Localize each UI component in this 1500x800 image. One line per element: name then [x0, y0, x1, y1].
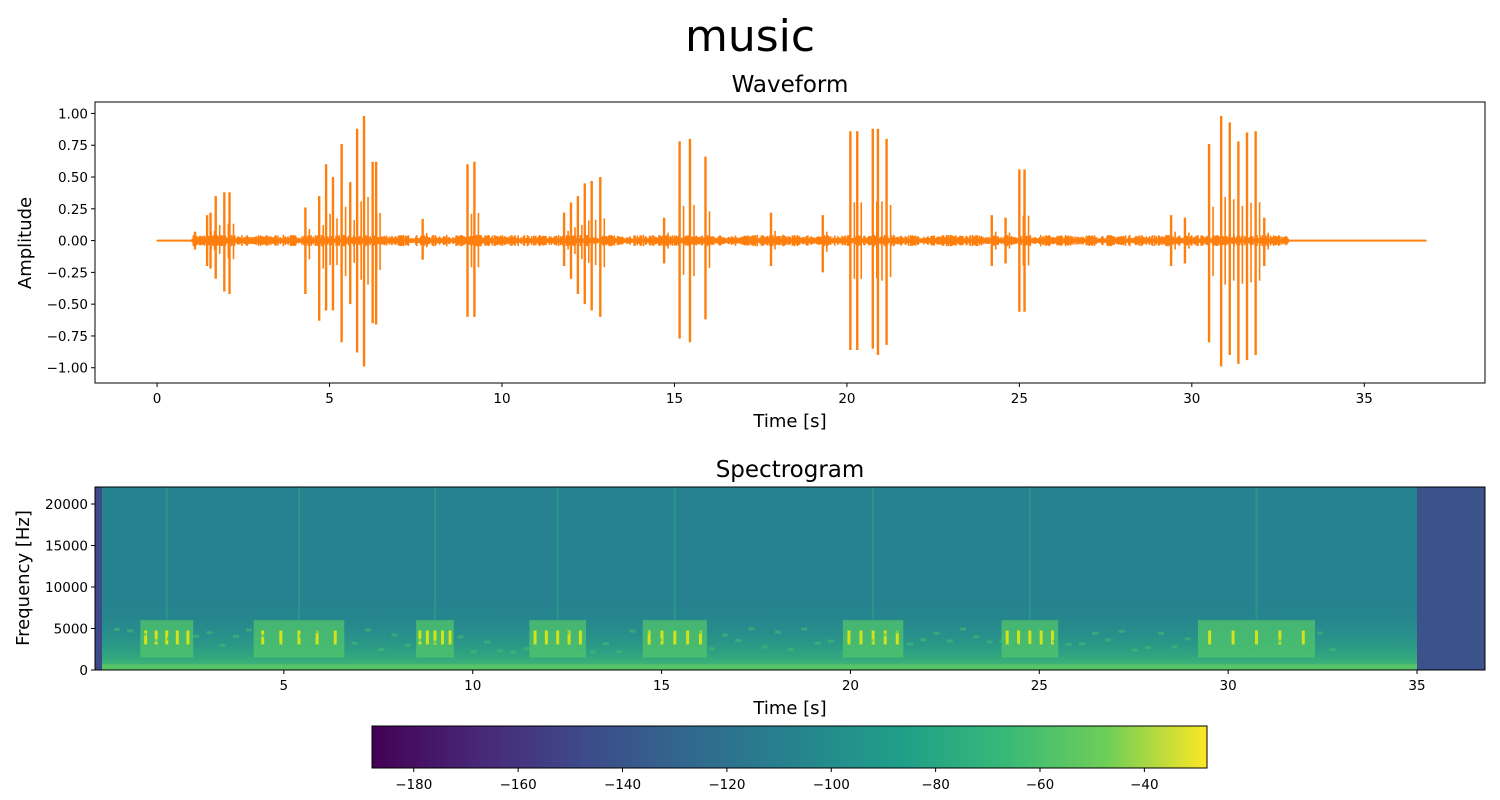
spectrogram-x-tick-label: 25 — [1031, 678, 1048, 694]
waveform-x-tick-label: 10 — [493, 391, 510, 407]
waveform-y-tick-label: −1.00 — [47, 361, 88, 377]
waveform-y-label: Amplitude — [15, 197, 36, 289]
spectrogram-x-tick-label: 20 — [842, 678, 859, 694]
spectrogram-x-tick-label: 30 — [1220, 678, 1237, 694]
spectrogram-plot: Spectrogram 5 10 15 20 25 30 35 0 5000 10000 1500… — [13, 457, 1486, 719]
spectrogram-y-tick-label: 15000 — [45, 539, 88, 555]
waveform-y-tick-label: −0.50 — [47, 297, 88, 313]
spectrogram-low-floor — [102, 664, 1418, 670]
spectrogram-y-tick-label: 0 — [79, 663, 88, 679]
colorbar-axis: −180 −160 −140 −120 −100 −80 −60 −40 — [395, 768, 1159, 793]
figure-title: music — [685, 11, 815, 62]
waveform-title: Waveform — [732, 72, 849, 98]
waveform-y-tick-label: 0.00 — [58, 234, 88, 250]
waveform-x-tick-label: 0 — [153, 391, 162, 407]
spectrogram-y-tick-label: 5000 — [54, 622, 88, 638]
colorbar-tick-label: −160 — [500, 777, 537, 793]
waveform-x-tick-label: 30 — [1183, 391, 1200, 407]
colorbar-tick-label: −140 — [604, 777, 641, 793]
waveform-series — [156, 115, 1427, 367]
waveform-y-tick-label: 0.25 — [58, 202, 88, 218]
spectrogram-x-tick-label: 15 — [653, 678, 670, 694]
waveform-x-tick-label: 5 — [325, 391, 334, 407]
spectrogram-texture — [113, 627, 1337, 655]
colorbar-tick-label: −120 — [708, 777, 745, 793]
spectrogram-y-label: Frequency [Hz] — [13, 510, 34, 646]
waveform-x-label: Time [s] — [752, 411, 826, 432]
waveform-x-tick-label: 25 — [1011, 391, 1028, 407]
waveform-x-axis: 0 5 10 15 20 25 30 35 — [153, 383, 1373, 407]
colorbar-tick-label: −40 — [1130, 777, 1159, 793]
spectrogram-x-tick-label: 35 — [1408, 678, 1425, 694]
spectrogram-axes-frame — [94, 486, 1486, 671]
waveform-y-tick-label: 0.75 — [58, 138, 88, 154]
colorbar-tick-label: −180 — [395, 777, 432, 793]
colorbar-tick-label: −80 — [921, 777, 950, 793]
spectrogram-x-axis: 5 10 15 20 25 30 35 — [280, 670, 1426, 694]
waveform-y-tick-label: 1.00 — [58, 106, 88, 122]
waveform-y-tick-label: −0.25 — [47, 265, 88, 281]
waveform-y-axis: 1.00 0.75 0.50 0.25 0.00 −0.25 −0.50 −0.75 −1.00 — [47, 106, 95, 377]
waveform-axes-frame — [94, 101, 1486, 384]
waveform-y-tick-label: −0.75 — [47, 329, 88, 345]
spectrogram-image — [95, 487, 1485, 670]
spectrogram-leading-edge — [95, 487, 102, 670]
waveform-y-tick-label: 0.50 — [58, 170, 88, 186]
spectrogram-y-axis: 0 5000 10000 15000 20000 — [45, 497, 95, 679]
spectrogram-y-tick-label: 20000 — [45, 497, 88, 513]
waveform-plot: Waveform 0 5 10 15 20 25 30 35 1.00 0.75 0.50 0.25… — [15, 72, 1486, 432]
colorbar-gradient — [371, 725, 1208, 769]
spectrogram-x-label: Time [s] — [752, 698, 826, 719]
colorbar-tick-label: −60 — [1026, 777, 1055, 793]
spectrogram-y-tick-label: 10000 — [45, 580, 88, 596]
waveform-x-tick-label: 20 — [838, 391, 855, 407]
spectrogram-title: Spectrogram — [716, 457, 865, 483]
spectrogram-x-tick-label: 10 — [464, 678, 481, 694]
spectrogram-silent-region — [1417, 487, 1485, 670]
waveform-x-tick-label: 15 — [666, 391, 683, 407]
colorbar-tick-label: −100 — [813, 777, 850, 793]
spectrogram-x-tick-label: 5 — [280, 678, 289, 694]
waveform-x-tick-label: 35 — [1356, 391, 1373, 407]
colorbar: −180 −160 −140 −120 −100 −80 −60 −40 — [371, 725, 1208, 793]
